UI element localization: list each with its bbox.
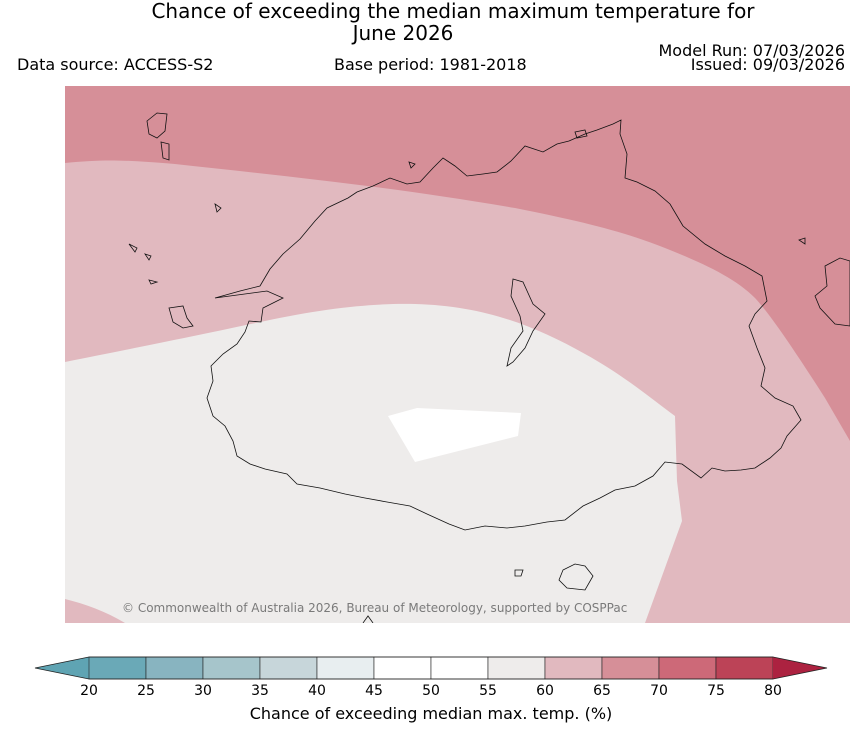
colorbar-tick-label: 65 — [593, 683, 611, 699]
title-line-2: June 2026 — [352, 21, 454, 45]
colorbar-tick-label: 45 — [365, 683, 383, 699]
colorbar-title: Chance of exceeding median max. temp. (%… — [249, 704, 613, 723]
colorbar — [34, 656, 828, 680]
colorbar-tick-label: 75 — [707, 683, 725, 699]
islands — [128, 112, 850, 623]
colorbar-segment — [487, 656, 546, 680]
colorbar-outline — [34, 656, 828, 680]
colorbar-tick-label: 25 — [137, 683, 155, 699]
colorbar-segment — [88, 656, 147, 680]
colorbar-tick-label: 20 — [80, 683, 98, 699]
colorbar-tick-label: 80 — [764, 683, 782, 699]
colorbar-segment — [202, 656, 261, 680]
issued-label: Issued: 09/03/2026 — [690, 55, 845, 74]
colorbar-segment — [658, 656, 717, 680]
colorbar-segment — [145, 656, 204, 680]
coastline — [206, 119, 802, 531]
base-period-label: Base period: 1981-2018 — [334, 55, 527, 74]
colorbar-segment — [601, 656, 660, 680]
colorbar-segment — [715, 656, 774, 680]
copyright-notice: © Commonwealth of Australia 2026, Bureau… — [122, 601, 628, 615]
colorbar-tick-label: 30 — [194, 683, 212, 699]
colorbar-tick-label: 55 — [479, 683, 497, 699]
colorbar-tick-label: 40 — [308, 683, 326, 699]
probability-map — [65, 86, 850, 623]
model-run-label: Model Run: 07/03/2026 — [658, 41, 846, 60]
colorbar-tick-label: 70 — [650, 683, 668, 699]
colorbar-tick-label: 60 — [536, 683, 554, 699]
colorbar-segment — [430, 656, 489, 680]
colorbar-tick-label: 50 — [422, 683, 440, 699]
colorbar-over-arrow — [773, 657, 827, 679]
colorbar-segment — [373, 656, 432, 680]
zone-45-55 — [388, 408, 521, 462]
colorbar-segment — [259, 656, 318, 680]
colorbar-under-arrow — [35, 657, 89, 679]
colorbar-segment — [316, 656, 375, 680]
title-line-1: Chance of exceeding the median maximum t… — [151, 0, 755, 23]
colorbar-segment — [544, 656, 603, 680]
peninsula — [506, 278, 546, 367]
data-source-label: Data source: ACCESS-S2 — [17, 55, 214, 74]
zone-55-60 — [65, 303, 682, 623]
colorbar-tick-label: 35 — [251, 683, 269, 699]
